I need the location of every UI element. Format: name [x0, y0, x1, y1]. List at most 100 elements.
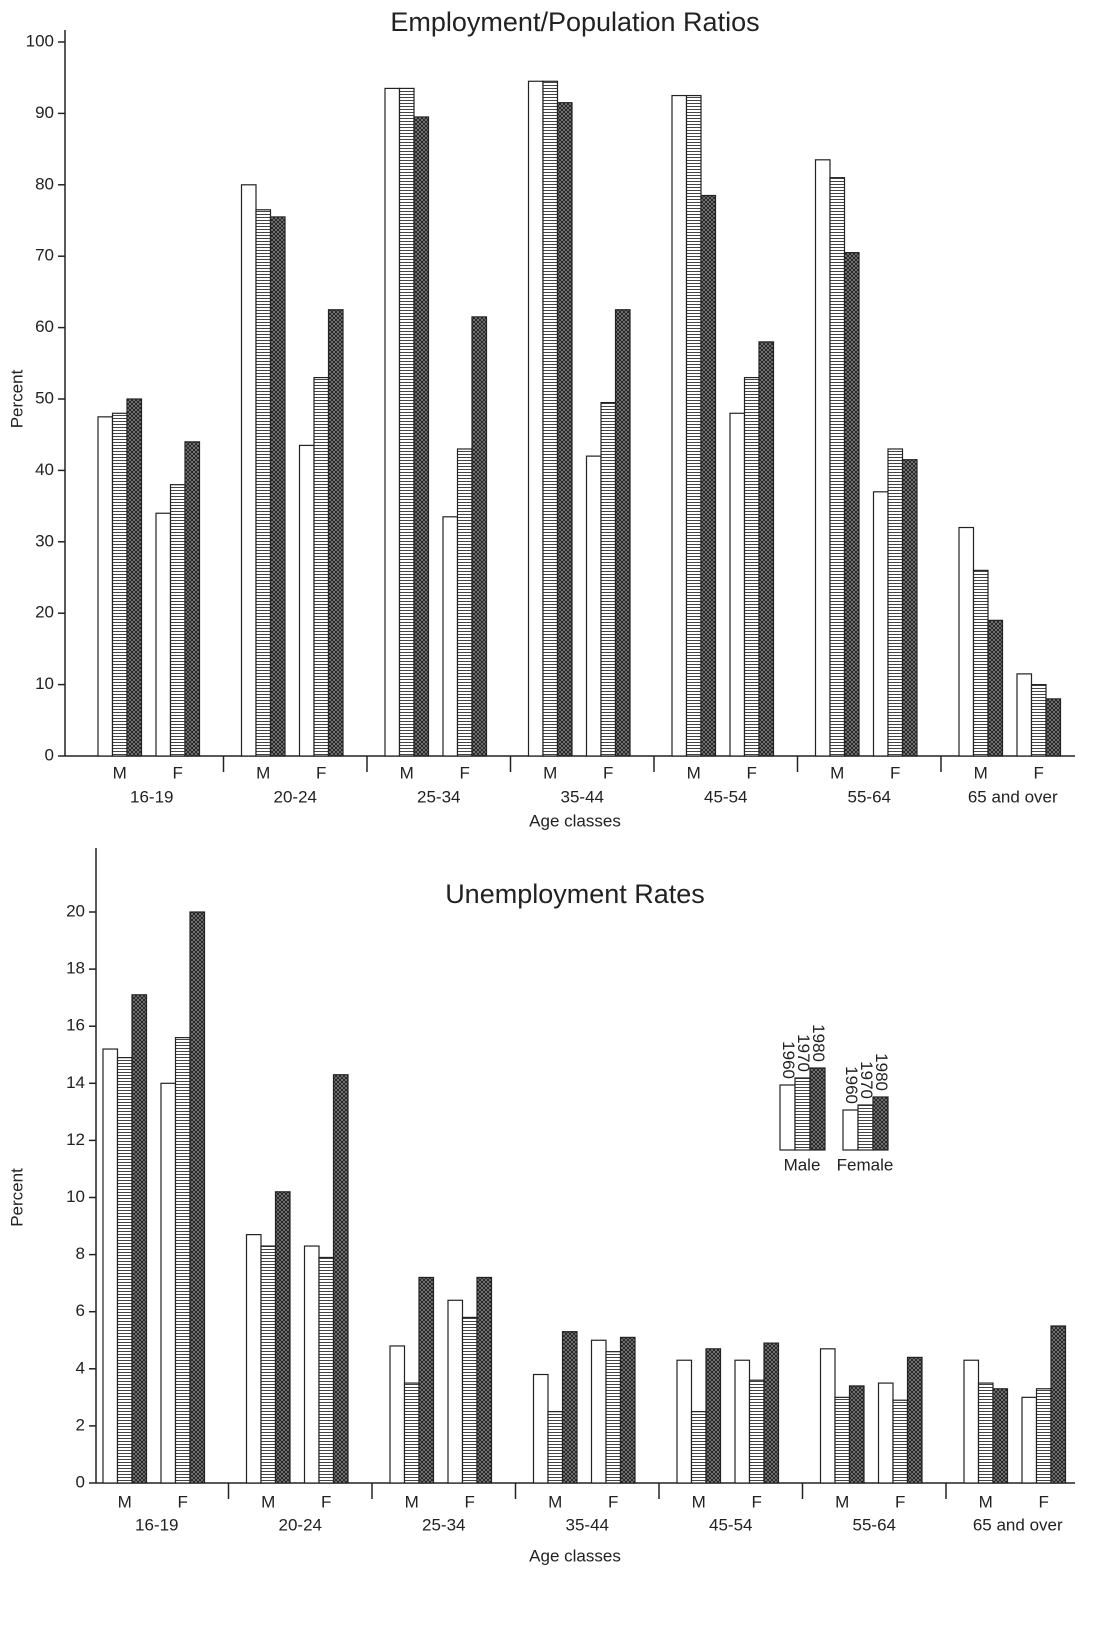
x-tick-label: F: [316, 763, 326, 782]
bar: [906, 1356, 923, 1484]
x-tick-label: M: [687, 763, 701, 782]
bar: [184, 441, 201, 757]
bar: [313, 376, 330, 757]
y-tick-label: 100: [26, 31, 54, 50]
bar: [834, 1396, 851, 1484]
group-label: 55-64: [853, 1515, 896, 1534]
bar: [461, 1316, 478, 1484]
legend-swatch: [809, 1067, 826, 1151]
x-tick-label: M: [835, 1492, 849, 1511]
group-label: 55-64: [848, 787, 891, 806]
bar: [590, 1339, 607, 1484]
bar: [532, 1373, 549, 1484]
bar: [155, 512, 172, 757]
legend-group-label: Female: [837, 1155, 894, 1174]
y-axis-label: Percent: [7, 369, 26, 428]
bar: [255, 209, 272, 757]
bar: [958, 526, 975, 757]
group-label: 65 and over: [973, 1515, 1063, 1534]
x-tick-label: F: [603, 763, 613, 782]
bar: [260, 1245, 277, 1484]
bar: [303, 1245, 320, 1484]
bar: [456, 448, 473, 757]
bar: [705, 1348, 722, 1484]
bar: [1035, 1388, 1052, 1484]
bar: [160, 1082, 177, 1484]
y-tick-label: 80: [35, 174, 54, 193]
bar: [685, 94, 702, 757]
legend-label: 1960: [779, 1041, 798, 1079]
bar: [600, 401, 617, 757]
group-label: 65 and over: [968, 787, 1058, 806]
x-tick-label: M: [830, 763, 844, 782]
x-tick-label: M: [256, 763, 270, 782]
y-tick-label: 10: [66, 1187, 85, 1206]
x-tick-label: F: [460, 763, 470, 782]
bar: [814, 159, 831, 757]
x-tick-label: M: [118, 1492, 132, 1511]
group-label: 20-24: [279, 1515, 322, 1534]
bar: [116, 1057, 133, 1484]
y-tick-label: 0: [45, 745, 54, 764]
y-tick-label: 10: [35, 674, 54, 693]
y-tick-label: 0: [76, 1472, 85, 1491]
y-axis-label: Percent: [7, 1168, 26, 1227]
group-label: 25-34: [422, 1515, 465, 1534]
bar: [447, 1299, 464, 1484]
bar: [174, 1037, 191, 1484]
group-label: 16-19: [135, 1515, 178, 1534]
y-tick-label: 12: [66, 1130, 85, 1149]
legend-label: 1960: [842, 1066, 861, 1104]
group-label: 20-24: [274, 787, 317, 806]
y-tick-label: 30: [35, 531, 54, 550]
bar: [963, 1359, 980, 1484]
group-label: 16-19: [130, 787, 173, 806]
bar: [690, 1411, 707, 1484]
bar: [614, 309, 631, 757]
bar: [418, 1276, 435, 1484]
legend-label: 1970: [857, 1061, 876, 1099]
chart-title: Employment/Population Ratios: [390, 7, 759, 37]
y-tick-label: 18: [66, 959, 85, 978]
bar: [734, 1359, 751, 1484]
bar: [763, 1342, 780, 1484]
x-tick-label: M: [113, 763, 127, 782]
legend-label: 1980: [809, 1024, 828, 1062]
x-tick-label: F: [1039, 1492, 1049, 1511]
bar: [671, 94, 688, 757]
x-tick-label: M: [548, 1492, 562, 1511]
bar: [413, 116, 430, 757]
bar: [389, 1345, 406, 1484]
bar: [189, 911, 206, 1484]
legend-label: 1980: [872, 1053, 891, 1091]
bar: [872, 491, 889, 757]
x-tick-label: M: [974, 763, 988, 782]
legend-swatch: [779, 1084, 796, 1151]
bar: [901, 459, 918, 757]
y-tick-label: 8: [76, 1244, 85, 1263]
bar: [298, 444, 315, 757]
x-axis-label: Age classes: [529, 1546, 621, 1565]
bar: [972, 569, 989, 757]
group-label: 45-54: [709, 1515, 752, 1534]
legend-label: 1970: [794, 1034, 813, 1072]
x-tick-label: M: [400, 763, 414, 782]
bar: [318, 1256, 335, 1484]
bar: [102, 1048, 119, 1484]
bar: [1030, 683, 1047, 757]
y-tick-label: 50: [35, 388, 54, 407]
bar: [987, 619, 1004, 757]
bar: [332, 1074, 349, 1484]
bar: [700, 194, 717, 757]
bar: [403, 1382, 420, 1484]
group-label: 35-44: [561, 787, 604, 806]
bar: [126, 398, 143, 757]
legend-swatch: [857, 1104, 874, 1151]
x-tick-label: M: [543, 763, 557, 782]
bar: [992, 1388, 1009, 1484]
bar: [843, 252, 860, 757]
y-tick-label: 60: [35, 317, 54, 336]
x-tick-label: F: [895, 1492, 905, 1511]
bar: [1050, 1325, 1067, 1484]
